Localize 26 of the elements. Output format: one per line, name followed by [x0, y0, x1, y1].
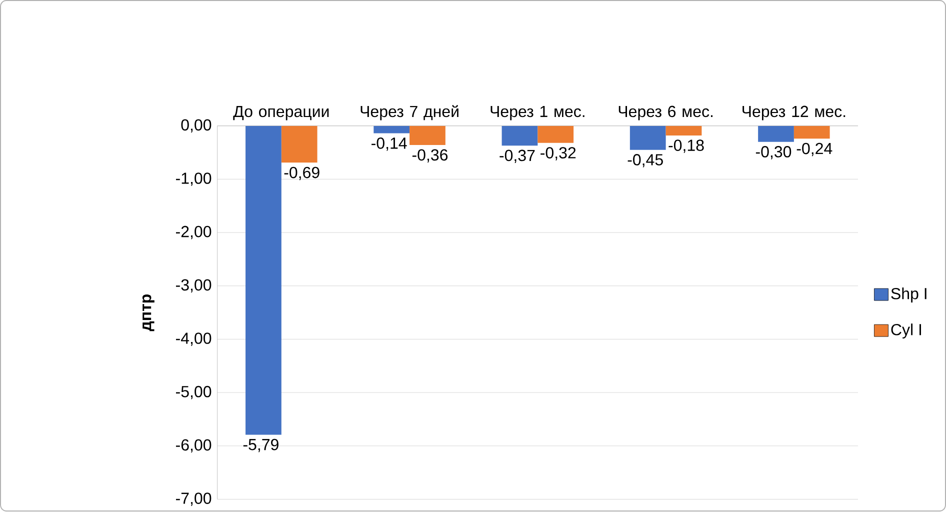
- data-label: -5,79: [243, 439, 278, 452]
- data-label: -0,18: [668, 140, 704, 154]
- y-tick-label: 0,00: [181, 119, 212, 133]
- x-tick-label: Через 12 мес.: [742, 106, 846, 121]
- legend-label: Shp I: [891, 288, 926, 303]
- y-tick-label: -5,00: [176, 386, 212, 400]
- y-tick-label: -4,00: [176, 332, 212, 346]
- x-tick-label: До операции: [233, 106, 329, 121]
- data-label: -0,36: [412, 149, 448, 163]
- x-tick-label: Через 6 мес.: [618, 106, 712, 121]
- data-label: -0,32: [540, 147, 576, 161]
- y-tick-label: -6,00: [176, 440, 212, 453]
- data-label: -0,45: [628, 154, 663, 168]
- data-label: -0,30: [756, 146, 792, 160]
- data-label: -0,37: [500, 150, 535, 164]
- y-tick-label: -3,00: [176, 279, 212, 293]
- legend-label: Cyl I: [891, 324, 921, 339]
- y-tick-label: -7,00: [176, 492, 212, 506]
- x-tick-label: Через 7 дней: [360, 105, 458, 121]
- y-tick-label: -1,00: [176, 172, 212, 186]
- data-label: -0,14: [372, 138, 407, 151]
- y-axis-title: дптр: [142, 294, 154, 332]
- data-label: -0,24: [796, 143, 832, 156]
- x-tick-label: Через 1 мес.: [490, 106, 584, 121]
- data-label: -0,69: [284, 167, 320, 180]
- y-tick-label: -2,00: [176, 226, 212, 240]
